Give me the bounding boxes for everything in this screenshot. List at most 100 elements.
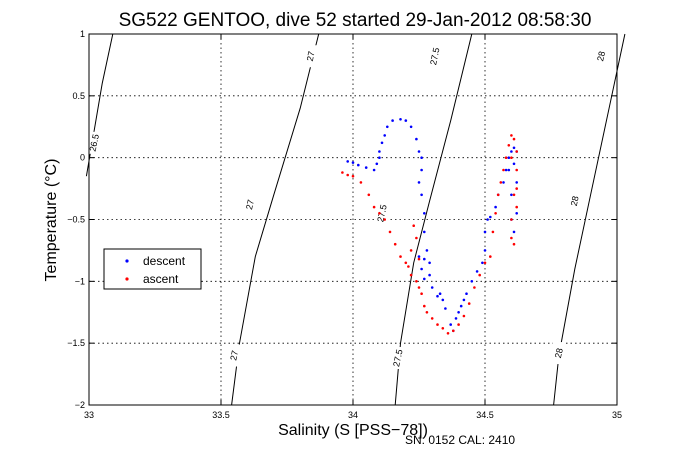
- ascent-point: [372, 205, 376, 209]
- ascent-point: [341, 171, 344, 174]
- ascent-point: [502, 168, 505, 172]
- descent-point: [351, 161, 355, 164]
- descent-point: [428, 273, 431, 277]
- descent-point: [417, 181, 421, 184]
- x-tick-label: 35: [612, 410, 622, 420]
- ascent-point: [383, 218, 387, 221]
- isopycnal-label-background: [552, 342, 565, 365]
- x-tick-label: 34: [348, 410, 358, 420]
- isopycnal-label: 27: [244, 199, 256, 211]
- descent-point: [372, 168, 376, 172]
- legend-ascent-label: ascent: [143, 272, 179, 286]
- ascent-point: [515, 205, 518, 209]
- ascent-point: [430, 317, 434, 320]
- descent-point: [391, 119, 394, 122]
- descent-point: [420, 267, 423, 271]
- ascent-point: [388, 230, 392, 234]
- ascent-point: [351, 174, 355, 178]
- data-layer: [341, 118, 518, 335]
- descent-point: [512, 162, 516, 166]
- legend-descent-label: descent: [143, 254, 186, 268]
- isopycnal-label: 28: [553, 347, 565, 359]
- descent-point: [378, 150, 381, 153]
- ascent-point: [515, 187, 518, 190]
- isopycnal-label-background: [244, 193, 257, 216]
- descent-point: [375, 162, 379, 166]
- descent-point: [417, 255, 421, 258]
- ascent-point: [462, 314, 466, 318]
- descent-point: [425, 249, 429, 252]
- ascent-point: [423, 304, 426, 308]
- ascent-point: [510, 134, 513, 137]
- descent-point: [378, 156, 381, 159]
- x-axis-label: Salinity (S [PSS−78]): [278, 422, 428, 439]
- y-tick-label: −1.5: [67, 338, 85, 348]
- isopycnal-label-background: [595, 45, 608, 68]
- descent-point: [462, 298, 466, 302]
- ascent-point: [483, 261, 487, 265]
- isopycnal-label-background: [304, 45, 317, 68]
- ascent-point: [504, 156, 508, 159]
- x-tick-label: 34.5: [476, 410, 494, 420]
- x-tick-label: 33: [84, 410, 94, 420]
- descent-point: [430, 286, 434, 289]
- y-tick-label: 1: [80, 29, 85, 39]
- ascent-point: [510, 156, 513, 159]
- isopycnal-label-background: [88, 131, 101, 154]
- ascent-point: [415, 280, 418, 283]
- isopycnal-layer: 26.5 27 27 27 27.5 27.5 27.5 28 28 28: [85, 33, 626, 406]
- ascent-point: [494, 212, 497, 215]
- y-axis-label: Temperature (°C): [43, 159, 60, 282]
- descent-point: [364, 166, 368, 169]
- ascent-point: [399, 255, 402, 258]
- descent-point: [465, 292, 468, 296]
- legend: descent ascent: [103, 248, 202, 290]
- ascent-point: [393, 242, 397, 246]
- descent-point: [483, 249, 487, 252]
- ascent-point: [441, 327, 445, 330]
- ascent-point: [467, 302, 471, 305]
- descent-point: [423, 257, 426, 261]
- ascent-point: [499, 181, 503, 184]
- footer-calibration: SN: 0152 CAL: 2410: [405, 433, 515, 447]
- isopycnal-label: 27.5: [375, 204, 388, 223]
- ascent-point: [473, 286, 476, 289]
- ascent-point: [510, 218, 513, 221]
- ascent-point: [367, 193, 371, 197]
- y-tick-label: 0: [80, 153, 85, 163]
- descent-point: [386, 125, 389, 129]
- legend-descent-marker: [125, 259, 129, 263]
- ascent-point: [420, 292, 423, 296]
- descent-point: [380, 141, 384, 145]
- ascent-point: [446, 332, 450, 335]
- descent-point: [459, 304, 463, 308]
- descent-point: [423, 277, 426, 281]
- ascent-point: [496, 193, 500, 197]
- descent-point: [346, 160, 350, 163]
- legend-ascent-marker: [125, 277, 129, 281]
- ascent-point: [491, 230, 495, 234]
- x-tick-label: 33.5: [212, 410, 230, 420]
- ascent-point: [512, 137, 516, 141]
- isopycnal-label-background: [568, 189, 581, 212]
- descent-point: [428, 261, 431, 265]
- descent-point: [515, 181, 518, 184]
- descent-point: [436, 294, 439, 298]
- descent-point: [475, 270, 479, 273]
- descent-point: [510, 193, 513, 197]
- plot-area: 26.5 27 27 27 27.5 27.5 27.5 28 28 28 33 33.5 34 34.…: [67, 29, 626, 420]
- descent-point: [507, 168, 511, 172]
- descent-point: [417, 150, 421, 153]
- ascent-point: [407, 265, 410, 268]
- descent-point: [438, 292, 442, 296]
- ascent-point: [425, 311, 429, 314]
- descent-point: [486, 218, 489, 221]
- ascent-point: [510, 236, 513, 240]
- descent-point: [409, 125, 413, 129]
- descent-point: [415, 137, 418, 141]
- ascent-point: [359, 181, 363, 184]
- ascent-point: [378, 212, 381, 215]
- descent-point: [512, 230, 516, 234]
- descent-point: [494, 205, 497, 209]
